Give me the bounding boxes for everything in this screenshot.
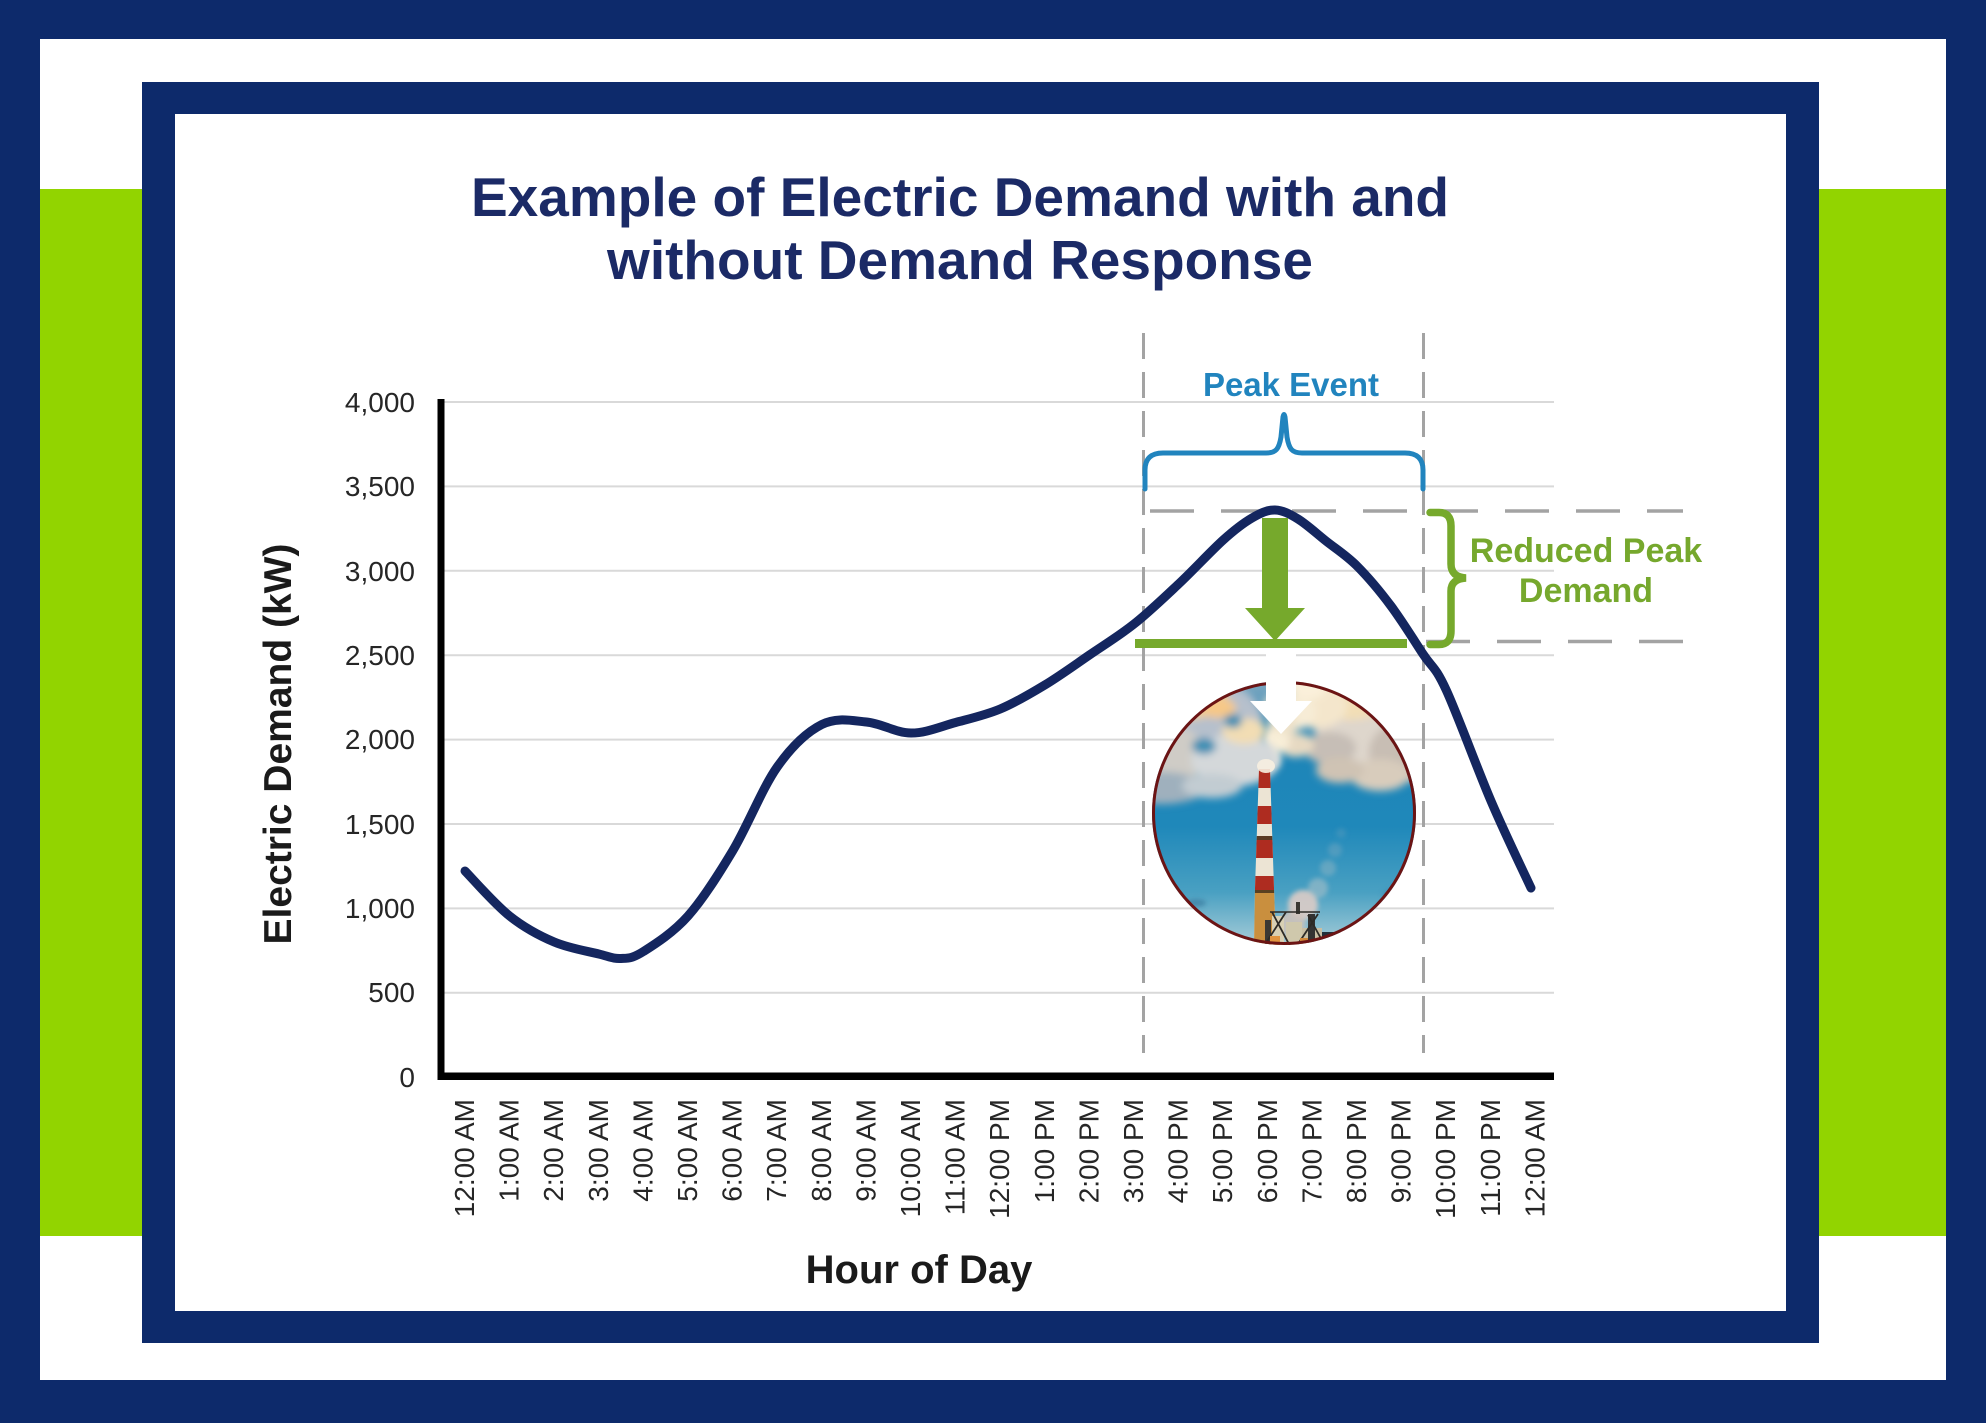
svg-text:2:00 AM: 2:00 AM	[538, 1099, 569, 1202]
svg-text:9:00 AM: 9:00 AM	[850, 1099, 881, 1202]
svg-text:without Demand Response: without Demand Response	[606, 229, 1313, 291]
svg-text:5:00 PM: 5:00 PM	[1207, 1099, 1238, 1203]
svg-text:6:00 AM: 6:00 AM	[717, 1099, 748, 1202]
svg-text:1:00 AM: 1:00 AM	[494, 1099, 525, 1202]
svg-text:2,500: 2,500	[345, 640, 415, 671]
svg-text:4:00 PM: 4:00 PM	[1163, 1099, 1194, 1203]
svg-text:3:00 AM: 3:00 AM	[583, 1099, 614, 1202]
svg-text:7:00 AM: 7:00 AM	[761, 1099, 792, 1202]
svg-text:3,500: 3,500	[345, 471, 415, 502]
svg-text:8:00 AM: 8:00 AM	[806, 1099, 837, 1202]
svg-text:500: 500	[368, 977, 415, 1008]
svg-text:Example of Electric Demand wit: Example of Electric Demand with and	[471, 166, 1449, 228]
svg-text:Electric Demand (kW): Electric Demand (kW)	[257, 544, 300, 945]
svg-text:1,500: 1,500	[345, 809, 415, 840]
svg-text:4:00 AM: 4:00 AM	[627, 1099, 658, 1202]
svg-text:1:00 PM: 1:00 PM	[1029, 1099, 1060, 1203]
svg-text:9:00 PM: 9:00 PM	[1386, 1099, 1417, 1203]
svg-text:11:00 AM: 11:00 AM	[940, 1099, 971, 1215]
svg-text:3,000: 3,000	[345, 556, 415, 587]
svg-text:3:00 PM: 3:00 PM	[1118, 1099, 1149, 1203]
svg-text:6:00 PM: 6:00 PM	[1252, 1099, 1283, 1203]
svg-text:4,000: 4,000	[345, 387, 415, 418]
svg-text:11:00 PM: 11:00 PM	[1475, 1099, 1506, 1217]
svg-text:2,000: 2,000	[345, 724, 415, 755]
svg-text:1,000: 1,000	[345, 893, 415, 924]
svg-text:7:00 PM: 7:00 PM	[1296, 1099, 1327, 1203]
svg-text:2:00 PM: 2:00 PM	[1073, 1099, 1104, 1203]
svg-text:Reduced Peak: Reduced Peak	[1470, 532, 1703, 570]
svg-text:10:00 AM: 10:00 AM	[895, 1099, 926, 1217]
svg-text:12:00 AM: 12:00 AM	[449, 1099, 480, 1217]
svg-text:0: 0	[399, 1062, 415, 1093]
svg-text:8:00 PM: 8:00 PM	[1341, 1099, 1372, 1203]
svg-text:12:00 PM: 12:00 PM	[984, 1099, 1015, 1219]
svg-text:Hour of Day: Hour of Day	[806, 1248, 1033, 1292]
svg-text:Demand: Demand	[1519, 572, 1653, 610]
svg-text:10:00 PM: 10:00 PM	[1430, 1099, 1461, 1219]
svg-text:12:00 AM: 12:00 AM	[1519, 1099, 1550, 1217]
svg-text:5:00 AM: 5:00 AM	[672, 1099, 703, 1202]
svg-text:Peak Event: Peak Event	[1203, 366, 1379, 403]
